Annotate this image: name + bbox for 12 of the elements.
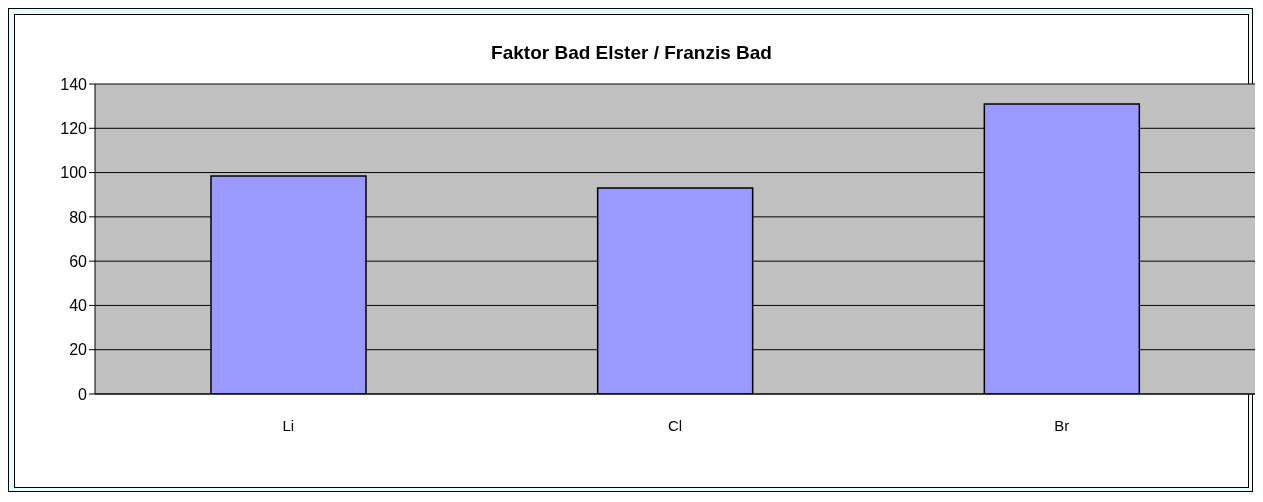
y-tick-label: 20 bbox=[69, 341, 88, 359]
y-tick-label: 120 bbox=[60, 119, 88, 137]
y-tick-label: 60 bbox=[69, 252, 88, 270]
y-tick-label: 0 bbox=[78, 385, 88, 403]
x-tick-label: Li bbox=[282, 416, 295, 434]
y-tick-label: 140 bbox=[60, 75, 88, 93]
x-tick-label: Br bbox=[1054, 416, 1070, 434]
x-tick-label: Cl bbox=[667, 416, 683, 434]
y-tick-label: 100 bbox=[60, 164, 88, 182]
y-tick-label: 80 bbox=[69, 208, 88, 226]
y-tick-label: 40 bbox=[69, 297, 88, 315]
chart-title: Faktor Bad Elster / Franzis Bad bbox=[490, 42, 773, 64]
